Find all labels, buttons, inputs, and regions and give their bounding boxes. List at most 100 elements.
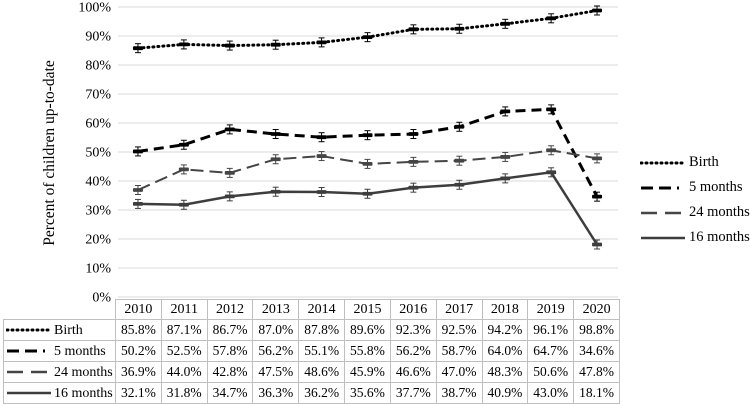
data-point-16-months — [224, 191, 235, 202]
data-point-16-months — [270, 186, 281, 197]
series-line-5-months — [137, 107, 599, 198]
data-point-24-months — [408, 156, 419, 167]
data-point-birth — [500, 18, 511, 29]
data-point-24-months — [546, 145, 557, 156]
value-cell: 87.0% — [252, 319, 300, 341]
data-point-24-months — [132, 184, 143, 195]
value-cell: 56.2% — [252, 340, 300, 362]
year-header: 2013 — [252, 299, 300, 320]
data-point-5-months — [132, 146, 143, 157]
year-header: 2017 — [435, 299, 483, 320]
year-header: 2015 — [344, 299, 391, 320]
y-tick-label: 40% — [85, 175, 111, 190]
year-header: 2016 — [389, 299, 437, 320]
row-label-text: 24 months — [54, 364, 113, 380]
row-label-birth: Birth — [3, 319, 116, 341]
legend-item-5-months: 5 months — [640, 175, 750, 200]
value-cell: 36.2% — [298, 382, 346, 404]
value-cell: 45.9% — [344, 361, 391, 383]
table-row-5-months: 5 months 50.2% 52.5% 57.8% 56.2% 55.1% 55.8% 56… — [3, 340, 620, 362]
data-point-5-months — [316, 132, 327, 143]
value-cell: 64.0% — [481, 340, 529, 362]
row-label-5-months: 5 months — [3, 340, 116, 362]
year-header: 2010 — [115, 299, 162, 320]
value-cell: 38.7% — [435, 382, 483, 404]
value-cell: 44.0% — [160, 361, 208, 383]
data-point-24-months — [224, 167, 235, 178]
line-style-sample-16-months — [641, 236, 685, 239]
value-cell: 42.8% — [206, 361, 254, 383]
row-label-text: 5 months — [54, 343, 106, 359]
line-style-sample-5-months — [641, 186, 685, 189]
line-style-sample-24-months — [641, 211, 685, 214]
data-point-birth — [592, 5, 603, 16]
value-cell: 98.8% — [573, 319, 620, 341]
year-header: 2019 — [527, 299, 575, 320]
row-label-text: Birth — [54, 322, 83, 338]
legend-label: 5 months — [689, 179, 743, 195]
value-cell: 43.0% — [527, 382, 575, 404]
value-cell: 94.2% — [481, 319, 529, 341]
chart-legend: Birth 5 months 24 months 16 months — [640, 150, 750, 250]
value-cell: 92.5% — [435, 319, 483, 341]
y-tick-label: 10% — [85, 262, 111, 277]
data-point-birth — [454, 23, 465, 34]
table-row-birth: Birth 85.8% 87.1% 86.7% 87.0% 87.8% 89.6% 92.3%… — [3, 319, 620, 341]
value-cell: 50.6% — [527, 361, 575, 383]
data-point-5-months — [362, 130, 373, 141]
data-point-24-months — [270, 154, 281, 165]
table-corner-cell — [4, 300, 116, 320]
line-style-sample-24-months — [7, 371, 51, 374]
line-style-sample-birth — [640, 161, 686, 164]
data-point-5-months — [178, 139, 189, 150]
value-cell: 47.5% — [252, 361, 300, 383]
value-cell: 52.5% — [160, 340, 208, 362]
data-point-birth — [362, 32, 373, 43]
data-point-16-months — [546, 167, 557, 178]
data-point-24-months — [454, 155, 465, 166]
data-point-birth — [408, 24, 419, 35]
y-tick-label: 0% — [92, 291, 111, 306]
table-row-24-months: 24 months 36.9% 44.0% 42.8% 47.5% 48.6% 45.9% 4… — [3, 361, 620, 383]
data-point-24-months — [592, 153, 603, 164]
y-tick-label: 90% — [85, 30, 111, 45]
y-axis-title: Percent of children up-to-date — [41, 60, 58, 246]
value-cell: 35.6% — [344, 382, 391, 404]
value-cell: 87.1% — [160, 319, 208, 341]
value-cell: 37.7% — [389, 382, 437, 404]
data-point-24-months — [178, 164, 189, 175]
value-cell: 32.1% — [115, 382, 162, 404]
data-point-16-months — [454, 179, 465, 190]
value-cell: 87.8% — [298, 319, 346, 341]
year-header: 2014 — [298, 299, 346, 320]
year-header: 2020 — [573, 299, 620, 320]
y-tick-label: 50% — [85, 146, 111, 161]
year-header: 2018 — [481, 299, 529, 320]
y-tick-label: 100% — [78, 1, 111, 16]
data-point-16-months — [132, 198, 143, 209]
data-point-16-months — [178, 199, 189, 210]
row-label-text: 16 months — [54, 385, 113, 401]
series-line-16-months — [137, 170, 599, 246]
data-point-5-months — [592, 191, 603, 202]
legend-item-16-months: 16 months — [640, 225, 750, 250]
value-cell: 57.8% — [206, 340, 254, 362]
legend-item-birth: Birth — [640, 150, 750, 175]
value-cell: 47.0% — [435, 361, 483, 383]
value-cell: 55.1% — [298, 340, 346, 362]
value-cell: 34.6% — [573, 340, 620, 362]
line-style-sample-birth — [5, 328, 53, 332]
data-point-16-months — [362, 188, 373, 199]
series-line-24-months — [137, 149, 598, 191]
data-point-birth — [546, 13, 557, 24]
legend-label: Birth — [689, 154, 719, 170]
value-cell: 85.8% — [115, 319, 162, 341]
y-tick-label: 70% — [85, 88, 111, 103]
line-style-sample-5-months — [7, 349, 51, 353]
y-tick-label: 30% — [85, 204, 111, 219]
legend-label: 16 months — [689, 229, 750, 245]
legend-item-24-months: 24 months — [640, 200, 750, 225]
data-point-24-months — [316, 151, 327, 162]
value-cell: 55.8% — [344, 340, 391, 362]
data-point-16-months — [592, 239, 603, 250]
